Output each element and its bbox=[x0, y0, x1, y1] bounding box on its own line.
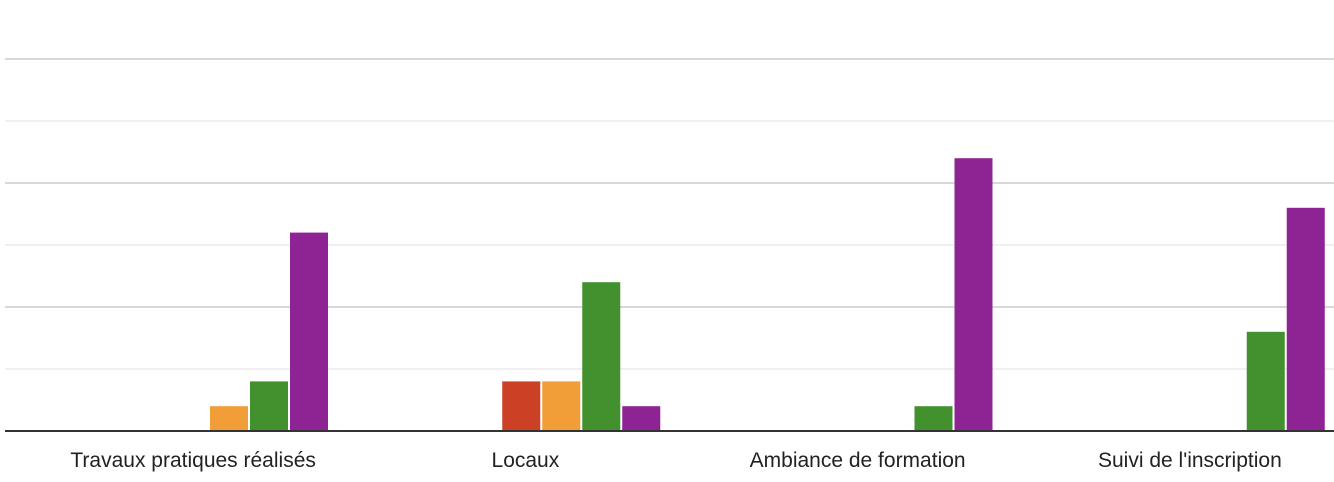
bar bbox=[290, 232, 328, 431]
bar bbox=[502, 381, 541, 431]
bars bbox=[210, 158, 1325, 431]
x-tick-label: Suivi de l'inscription bbox=[1098, 449, 1282, 472]
category-labels: Travaux pratiques réalisés Locaux Ambiance… bbox=[70, 449, 1281, 472]
x-tick-label: Locaux bbox=[492, 449, 560, 472]
bar bbox=[582, 282, 621, 431]
x-tick-label: Ambiance de formation bbox=[750, 449, 966, 472]
x-tick-label: Travaux pratiques réalisés bbox=[70, 449, 316, 472]
bar bbox=[622, 406, 661, 431]
bar bbox=[1246, 331, 1285, 431]
bar bbox=[250, 381, 288, 431]
gridlines bbox=[5, 58, 1334, 432]
bar bbox=[1286, 207, 1325, 431]
bar bbox=[210, 406, 248, 431]
bar bbox=[914, 406, 953, 431]
bar bbox=[954, 158, 993, 431]
bar bbox=[542, 381, 581, 431]
